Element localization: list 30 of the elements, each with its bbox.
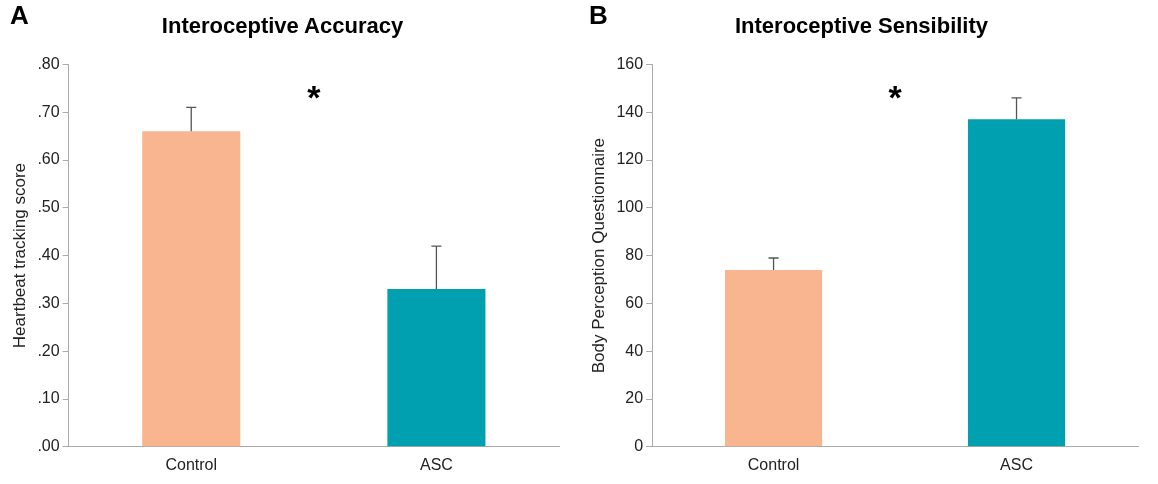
text: A [10, 0, 29, 31]
y-tick-label: .00 [37, 437, 60, 455]
y-tick-label: .30 [37, 293, 60, 311]
y-tick-label: .10 [37, 389, 60, 407]
y-tick-label: .20 [37, 341, 60, 359]
y-tick-label: .80 [37, 54, 60, 72]
y-tick-label: 160 [616, 54, 644, 72]
y-tick-label: .50 [37, 198, 60, 216]
y-axis-title: Heartbeat tracking score [9, 163, 29, 349]
annotation: * [307, 77, 322, 116]
y-tick-label: 120 [616, 150, 644, 168]
y-tick-label: 40 [625, 341, 644, 359]
y-tick-label: 20 [625, 389, 644, 407]
chart-title: Interoceptive Sensibility [734, 13, 989, 39]
y-tick-label: 100 [616, 198, 644, 216]
y-tick-label: 80 [625, 246, 644, 264]
x-tick-label: Control [747, 455, 800, 473]
y-tick-label: .70 [37, 102, 60, 120]
x-tick-label: Control [165, 455, 218, 473]
y-tick-label: 0 [634, 437, 644, 455]
text: B [589, 0, 608, 31]
y-axis-title: Body Perception Questionnaire [588, 137, 608, 374]
x-tick-label: ASC [419, 455, 453, 473]
y-tick-label: .40 [37, 246, 60, 264]
chart-title: Interoceptive Accuracy [161, 13, 404, 39]
annotation: * [888, 77, 903, 116]
x-tick-label: ASC [1000, 455, 1033, 473]
y-tick-label: 60 [625, 293, 644, 311]
y-tick-label: .60 [37, 150, 60, 168]
y-tick-label: 140 [616, 102, 644, 120]
